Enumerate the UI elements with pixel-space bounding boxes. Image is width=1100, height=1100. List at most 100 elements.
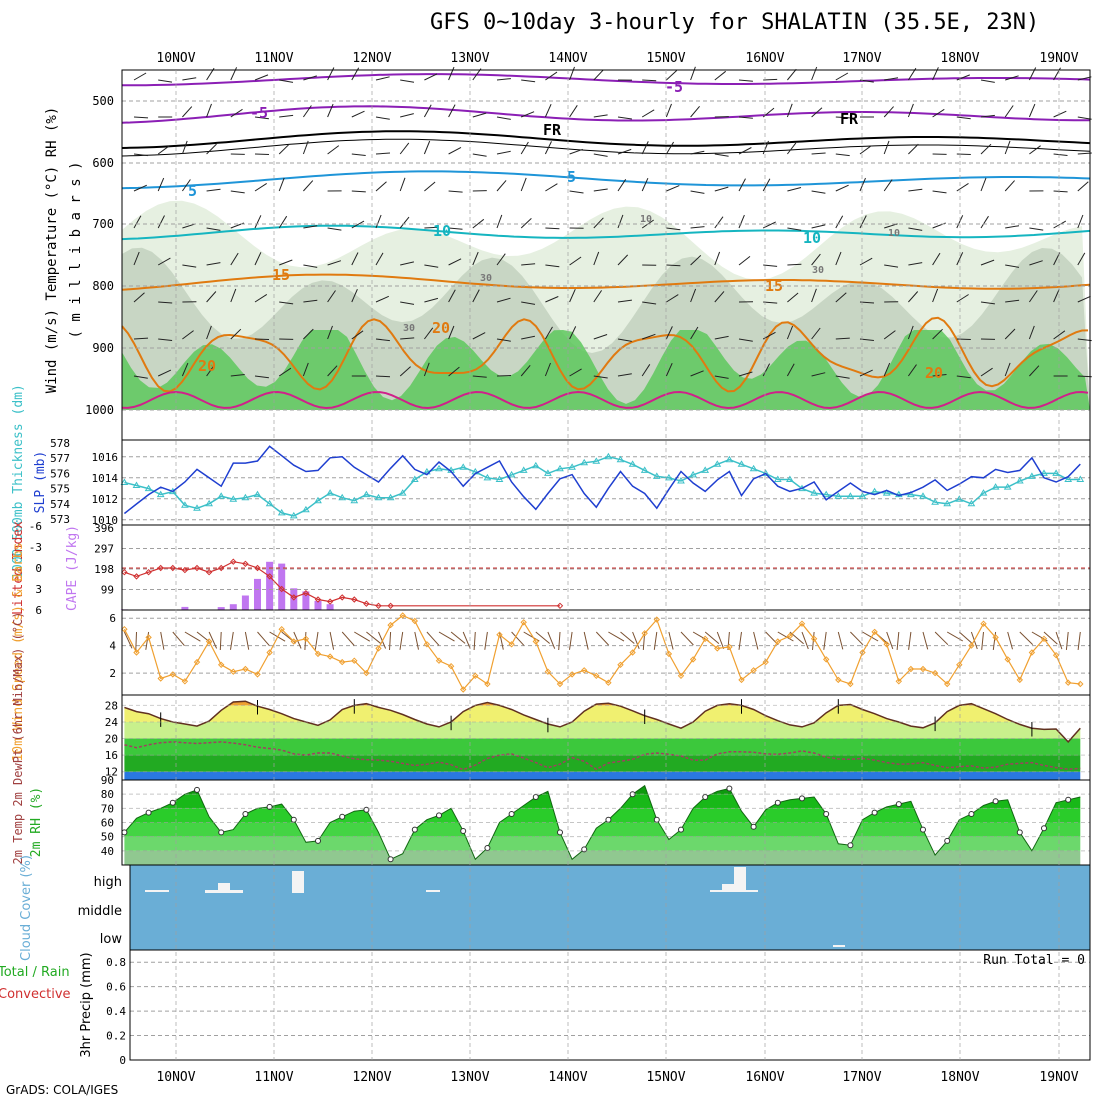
cape-bar [217,607,225,610]
upper-air-ylabel: Wind (m/s) Temperature (°C) RH (%) [44,107,60,394]
wind-barb [932,190,947,194]
wind-barb-10m [823,631,827,650]
wind-barb [254,153,270,155]
rh-marker [871,809,878,816]
wind-barb-10m [850,631,864,646]
wind-barb [520,218,532,229]
lifted-tick-label: 6 [35,604,42,617]
precip-panel: 0 0.2 0.4 0.6 0.8 Run Total = 0 Total / Rain Co… [0,949,1091,1067]
wind-barb-10m [341,631,355,646]
day-label-top: 16NOV [745,51,784,66]
wind-barb [666,294,679,303]
rh-marker [920,826,926,833]
wind-barb [279,114,294,118]
wind-barb [884,264,899,268]
cloud-tick-label: middle [78,904,122,919]
thickness-line-marker [810,489,818,496]
wind-speed-marker [217,661,225,669]
cape-bar [290,588,298,610]
wind-barb [351,330,364,340]
wind-barb [448,190,463,193]
wind-barb-10m [123,631,133,649]
wind-barb [665,103,672,118]
temp-band [124,755,1081,772]
wind-barb [254,74,269,81]
wind-speed-marker [750,667,757,674]
wind-barb [883,362,891,377]
wind-barb [496,338,511,342]
cloud-bar [218,883,230,892]
wind-barb [714,216,724,229]
contour-label: 10 [640,214,652,225]
cape-bar [241,595,249,610]
wind-barb-10m [668,631,674,650]
slp-ylabel: SLP (mb) [33,451,48,514]
lifted-index-marker [157,564,164,572]
wind-barb [157,215,165,229]
lifted-index-marker [302,589,310,597]
thickness-line-marker [991,483,1000,490]
contour-label: 5 [567,168,576,186]
wind-barb-10m [777,631,794,642]
wind-barb [302,362,309,377]
wind-barb-10m [160,631,165,650]
thickness-line-marker [931,498,939,505]
wind-barb [932,328,943,340]
wind-barb [1029,145,1041,155]
wind-barb [472,375,487,378]
wind-barb-10m [934,631,949,646]
wind-barb [980,79,995,83]
cloud-ylabel-text: Cloud Cover (%) [19,855,34,961]
wind-barb [400,301,415,305]
wind-barb [400,113,414,118]
wind-barb [714,186,729,192]
wind-barb [956,294,969,303]
lifted-index-marker [169,564,177,572]
wind-speed-marker [762,658,769,666]
wind-barb [1077,152,1092,155]
wind-barb-10m [184,631,201,642]
thickness-line-marker [713,460,722,467]
cloud-background [130,865,1090,950]
wind-barb-10m [484,631,488,650]
rh-tick-label: 80 [101,788,114,801]
wind-barb [400,261,415,266]
thickness-ylabel: 1000-500mb Thickness (dm) [11,384,26,580]
wind-barb [1077,252,1086,266]
wind-barb-10m [473,631,476,651]
rh-marker [726,785,733,792]
thickness-line-marker [749,464,758,472]
cloud-bar [734,867,746,891]
thickness-line-marker [786,475,794,482]
wind-speed-marker [169,671,177,678]
precip-tick-label: 0.4 [106,1005,126,1018]
wind-ylabel-text: 10m Wind Speed (m/s) & Barbs [11,542,26,761]
wind-barb [569,368,582,377]
thickness-line-marker [544,469,552,476]
thickness-line-marker [652,472,661,479]
upper-air-unit: ( m i l l i b a r s ) [68,161,84,338]
contour-label: FR [840,110,859,128]
wind-barb [932,374,947,377]
run-total: Run Total = 0 [983,953,1085,968]
lifted-ylabel: Lifted Index [11,521,26,615]
wind-barb-10m [632,631,640,649]
slp-tick-label: 1010 [92,514,119,527]
wind-speed-marker [1016,676,1024,684]
thickness-line-marker [701,466,710,473]
slp-line [123,445,1081,515]
wind-barb [642,301,657,305]
wind-barb [593,188,608,192]
precip-frame [129,949,1091,1061]
wind-barb [569,288,576,303]
wind-speed-marker [992,634,999,641]
contour-label: 20 [198,357,216,375]
wind-barb [133,153,148,157]
wind-barb [399,177,406,192]
cape-ylabel: CAPE (J/kg) [65,525,80,611]
wind-barb [617,116,632,120]
wind-barb [666,264,681,267]
lifted-index-marker [266,573,273,580]
wind-barb [1053,190,1068,193]
thickness-line-marker [822,490,831,498]
